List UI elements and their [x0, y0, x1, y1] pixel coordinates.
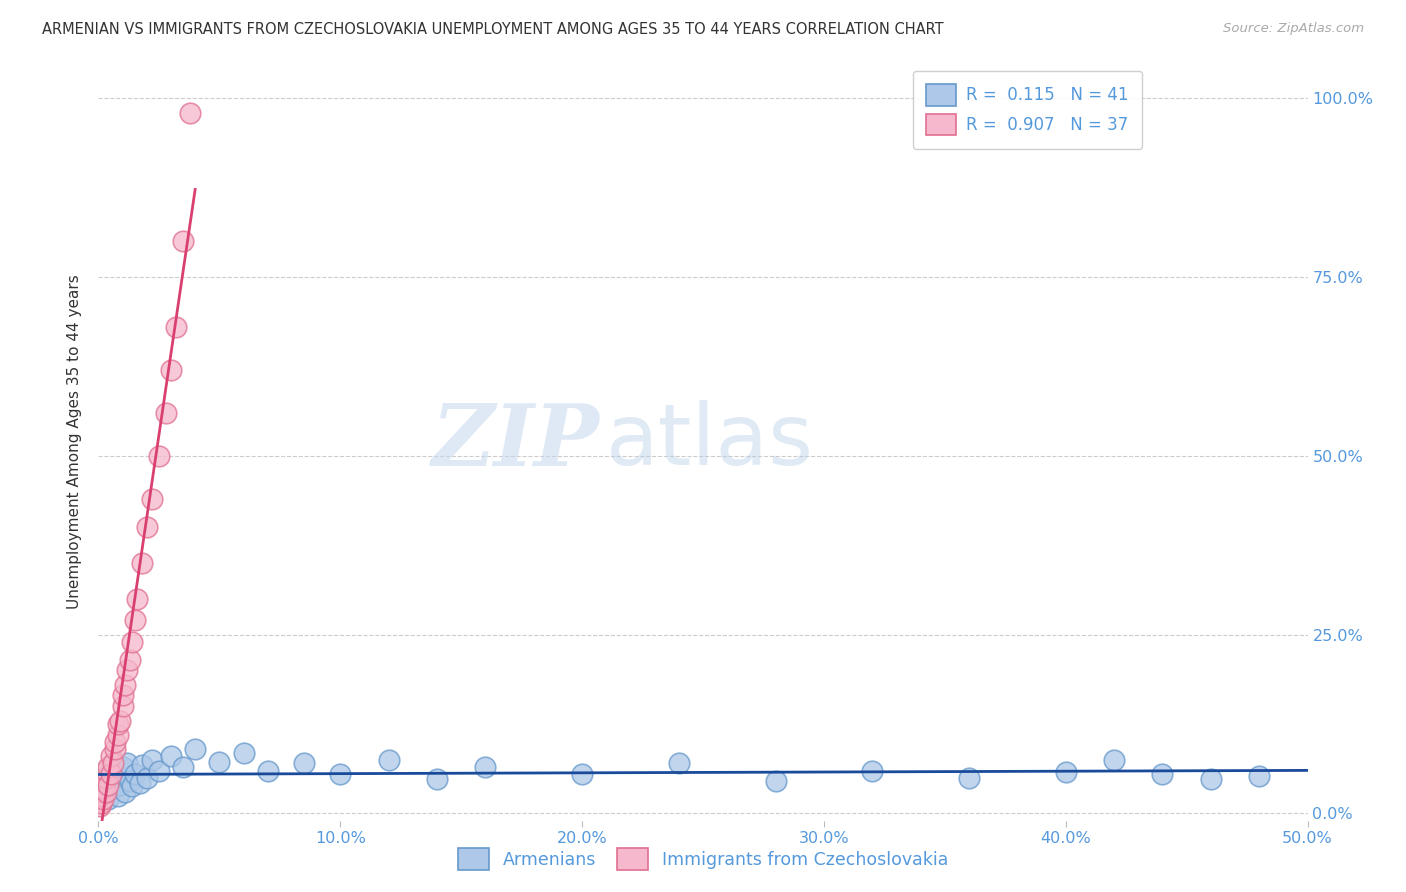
- Text: Source: ZipAtlas.com: Source: ZipAtlas.com: [1223, 22, 1364, 36]
- Point: [172, 234, 194, 248]
- Point: [426, 772, 449, 786]
- Point: [90, 771, 112, 785]
- Point: [160, 363, 183, 377]
- Point: [100, 749, 122, 764]
- Point: [172, 760, 194, 774]
- Point: [104, 767, 127, 781]
- Point: [91, 785, 114, 799]
- Point: [1249, 769, 1271, 783]
- Point: [141, 491, 163, 506]
- Point: [97, 760, 120, 774]
- Point: [179, 105, 201, 120]
- Point: [148, 449, 170, 463]
- Point: [101, 781, 124, 796]
- Point: [117, 756, 139, 771]
- Point: [107, 789, 129, 803]
- Point: [107, 728, 129, 742]
- Point: [131, 757, 153, 772]
- Point: [91, 781, 114, 796]
- Point: [256, 764, 278, 778]
- Point: [111, 760, 134, 774]
- Text: ARMENIAN VS IMMIGRANTS FROM CZECHOSLOVAKIA UNEMPLOYMENT AMONG AGES 35 TO 44 YEAR: ARMENIAN VS IMMIGRANTS FROM CZECHOSLOVAK…: [42, 22, 943, 37]
- Point: [141, 753, 163, 767]
- Point: [101, 756, 124, 771]
- Point: [108, 714, 131, 728]
- Point: [1152, 767, 1174, 781]
- Text: atlas: atlas: [606, 400, 814, 483]
- Point: [668, 756, 690, 771]
- Point: [184, 742, 207, 756]
- Point: [1102, 753, 1125, 767]
- Point: [90, 796, 112, 810]
- Point: [111, 699, 134, 714]
- Point: [104, 735, 127, 749]
- Point: [1199, 772, 1222, 786]
- Point: [108, 778, 131, 792]
- Point: [124, 613, 146, 627]
- Point: [131, 556, 153, 570]
- Point: [292, 756, 315, 771]
- Point: [118, 774, 141, 789]
- Point: [165, 320, 187, 334]
- Point: [94, 764, 117, 778]
- Point: [89, 799, 111, 814]
- Point: [124, 767, 146, 781]
- Text: ZIP: ZIP: [433, 400, 600, 483]
- Point: [90, 789, 112, 803]
- Legend: Armenians, Immigrants from Czechoslovakia: Armenians, Immigrants from Czechoslovaki…: [449, 839, 957, 879]
- Point: [860, 764, 883, 778]
- Point: [1054, 764, 1077, 779]
- Point: [91, 785, 114, 799]
- Point: [474, 760, 496, 774]
- Point: [232, 746, 254, 760]
- Point: [135, 520, 157, 534]
- Point: [94, 771, 117, 785]
- Point: [94, 774, 117, 789]
- Point: [100, 767, 122, 781]
- Point: [121, 780, 143, 794]
- Point: [127, 591, 149, 606]
- Point: [107, 717, 129, 731]
- Y-axis label: Unemployment Among Ages 35 to 44 years: Unemployment Among Ages 35 to 44 years: [67, 274, 83, 609]
- Point: [97, 792, 120, 806]
- Point: [765, 774, 787, 789]
- Point: [111, 689, 134, 703]
- Point: [957, 771, 980, 785]
- Point: [208, 755, 231, 769]
- Point: [377, 753, 399, 767]
- Point: [100, 764, 122, 778]
- Point: [91, 774, 114, 789]
- Point: [148, 764, 170, 778]
- Point: [97, 778, 120, 792]
- Point: [91, 792, 114, 806]
- Point: [94, 785, 117, 799]
- Point: [114, 678, 136, 692]
- Point: [117, 664, 139, 678]
- Point: [128, 776, 150, 790]
- Point: [104, 742, 127, 756]
- Point: [329, 767, 352, 781]
- Point: [114, 785, 136, 799]
- Point: [571, 767, 593, 781]
- Legend: R =  0.115   N = 41, R =  0.907   N = 37: R = 0.115 N = 41, R = 0.907 N = 37: [912, 70, 1142, 149]
- Point: [135, 771, 157, 785]
- Point: [121, 635, 143, 649]
- Point: [155, 406, 177, 420]
- Point: [118, 653, 141, 667]
- Point: [160, 749, 183, 764]
